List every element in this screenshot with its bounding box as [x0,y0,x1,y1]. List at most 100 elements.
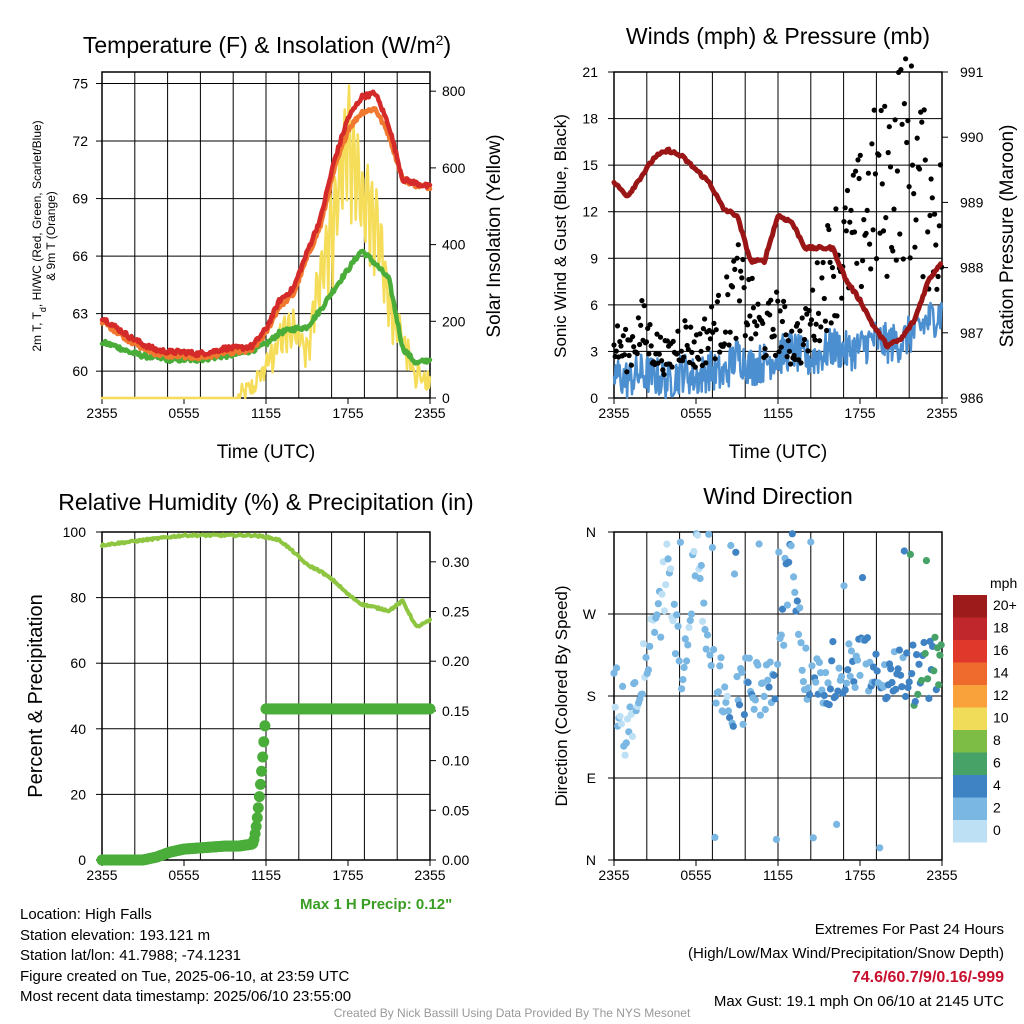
wind-gust-point [890,248,896,254]
wind-gust-point [791,352,797,359]
wind-gust-point [829,265,836,271]
legend-swatch [953,730,987,753]
rh-xtick: 1755 [332,867,363,883]
temp-ytick: 66 [72,248,88,264]
legend-swatch [953,685,987,708]
dir-title: Wind Direction [703,483,853,509]
temp-ytick: 69 [72,191,88,207]
dir-point [684,641,692,649]
dir-point [772,835,781,844]
dir-point [824,679,832,687]
wind-ytick: 3 [590,343,598,359]
wind-gust-point [754,323,760,329]
wind-gust-point [696,356,702,362]
wind-gust-point [691,339,697,345]
wind-gust-point [670,338,676,344]
dir-point [770,671,778,679]
wind-gust-point [810,287,816,293]
wind-y2tick: 988 [960,260,984,276]
dir-point [835,664,843,672]
dir-point [679,676,687,684]
wind-gust-point [801,336,808,343]
wind-gust-point [647,322,653,328]
wind-ylabel-left: Sonic Wind & Gust (Blue, Black) [551,114,570,358]
dir-ytick: W [583,606,597,622]
dir-point [904,683,912,692]
wind-gust-point [742,333,748,339]
wind-gust-point [709,304,715,310]
wind-gust-point [785,338,791,344]
wind-gust-point [872,171,879,177]
temp-xtick: 1755 [332,405,363,421]
wind-xtick: 2355 [598,405,629,421]
dir-point [806,691,814,699]
wind-gust-point [813,321,819,327]
wind-gust-point [707,336,714,342]
wind-gust-point [767,312,773,318]
rh-ytick: 20 [70,786,86,802]
dir-point [917,676,926,685]
dir-point [774,660,782,668]
dir-xtick: 2355 [926,867,957,883]
legend-swatch [953,775,987,798]
rh-series-relative-humidity [100,532,432,629]
rh-ytick: 40 [70,721,86,737]
dir-point [888,678,896,687]
wind-gust-point [643,339,650,345]
wind-gust-point [867,241,873,247]
dir-point [711,833,719,842]
wind-xtick: 2355 [926,405,957,421]
wind-gust-point [752,319,758,325]
temp-ylabel-left: 2m T, Td, HI/WC (Red, Green, Scarlet/Blu… [30,120,48,351]
wind-gust-point [883,215,889,221]
temp-xtick: 0555 [168,405,199,421]
dir-point [900,547,908,555]
dir-point [906,550,915,559]
dir-point [670,600,678,608]
info-created: Figure created on Tue, 2025-06-10, at 23… [20,967,350,985]
wind-gust-point [863,230,869,236]
dir-point [717,654,725,662]
dir-point [700,599,708,607]
dir-point [898,683,906,691]
wind-gust-point [741,285,747,291]
temp-ytick: 75 [72,76,88,92]
dir-point [699,617,707,626]
wind-gust-point [660,367,666,373]
wind-gust-point [841,219,847,225]
dir-point [663,540,671,548]
dir-point [727,541,735,550]
wind-gust-point [749,275,755,281]
dir-point [897,671,905,679]
info-location: Location: High Falls [20,906,152,923]
rh-ytick: 80 [70,590,86,606]
dir-point [642,653,650,662]
rh-y2tick: 0.25 [442,604,469,620]
info-latlon: Station lat/lon: 41.7988; -74.1231 [20,947,242,964]
wind-gust-point [914,135,920,141]
wind-gust-point [853,168,859,174]
wind-gust-point [822,318,829,324]
dir-xtick: 1155 [763,867,793,883]
wind-gust-point [772,352,779,358]
legend-label: 10 [993,710,1009,726]
wind-gust-point [909,162,916,168]
dir-point [621,751,629,759]
wind-gust-point [934,286,940,292]
dir-point [873,667,881,675]
dir-point [826,685,835,693]
wind-gust-point [818,324,824,330]
dir-point [702,645,710,653]
wind-gust-point [865,170,872,176]
dir-point [796,604,804,612]
wind-gust-point [873,256,880,262]
dir-point [673,611,681,619]
dir-point [716,662,724,670]
rh-precip-point [250,821,262,832]
extremes-values: 74.6/60.7/9/0.16/-999 [851,969,1004,986]
dir-point [812,678,820,686]
dir-point [780,641,788,649]
wind-gust-point [748,336,754,342]
wind-gust-point [721,341,728,347]
